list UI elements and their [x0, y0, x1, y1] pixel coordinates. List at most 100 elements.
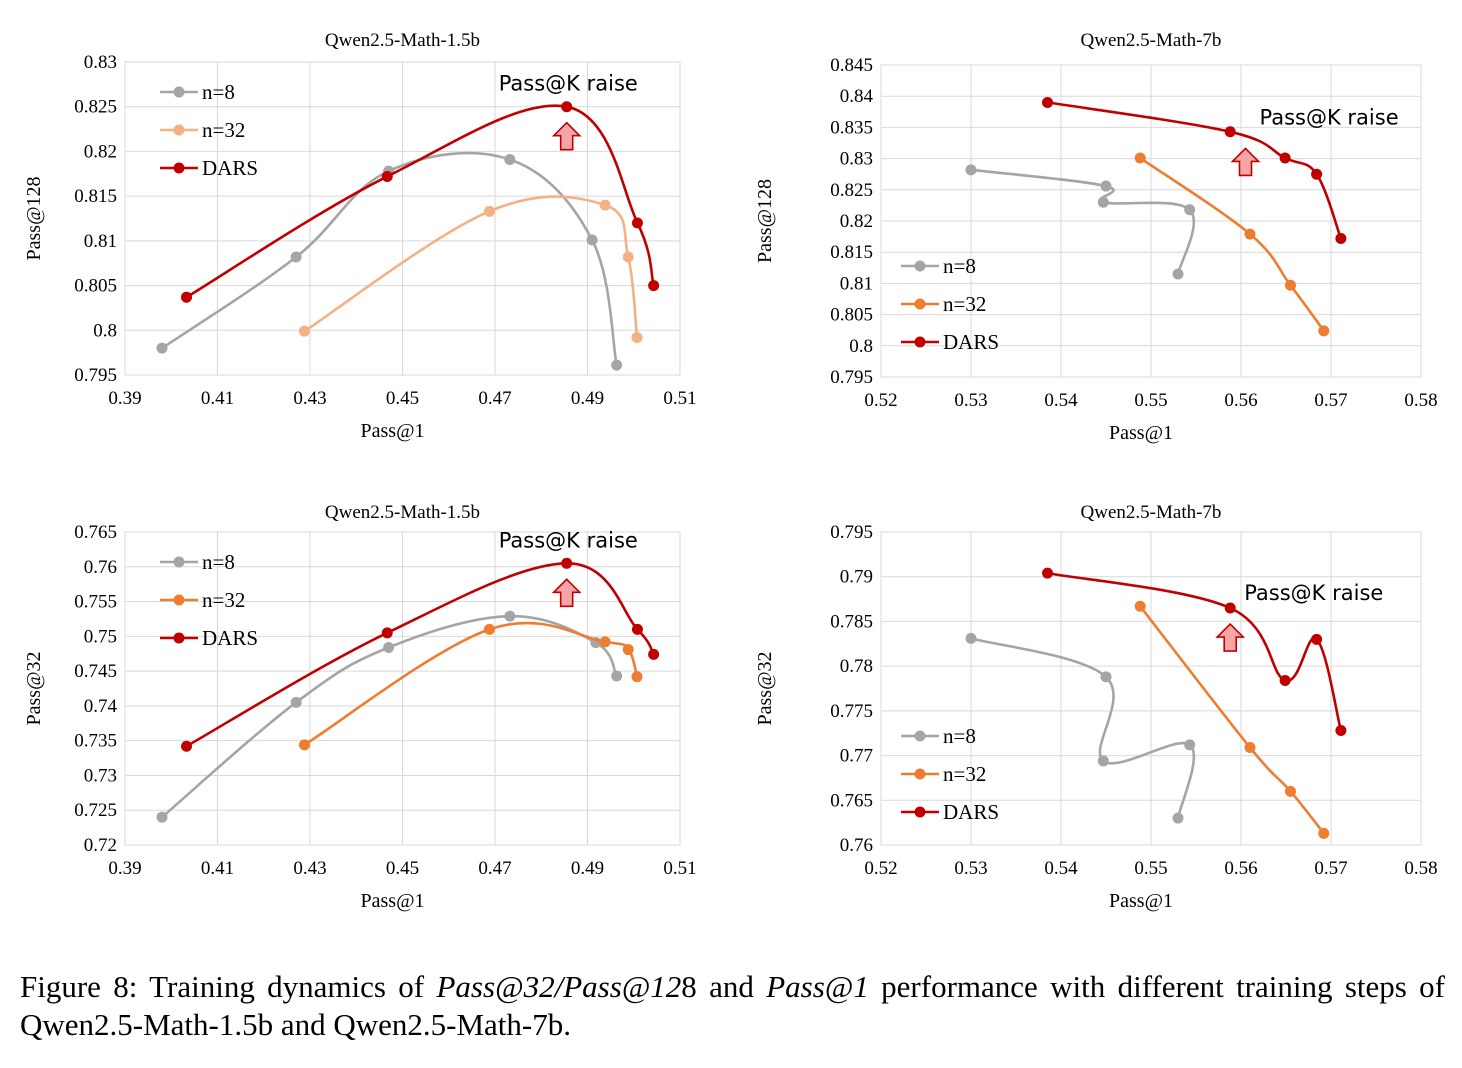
data-point-n-8 — [383, 641, 395, 653]
x-tick-label: 0.57 — [1314, 858, 1347, 879]
data-point-n-32 — [622, 251, 634, 263]
series-line-dars — [1046, 101, 1343, 240]
y-tick-label: 0.79 — [840, 567, 873, 588]
data-point-n-8 — [290, 251, 302, 263]
legend-marker-n-32 — [173, 124, 185, 136]
chart-panel-7b-pass32: Qwen2.5-Math-7b 0.76 0.765 0.77 0.775 0.78 0.7… — [731, 492, 1462, 932]
y-tick-label: 0.805 — [74, 276, 117, 297]
y-tick-label: 0.81 — [840, 273, 873, 294]
y-tick-label: 0.76 — [84, 557, 117, 578]
y-axis-label: Pass@32 — [754, 652, 776, 726]
y-tick-label: 0.8 — [93, 320, 117, 341]
legend-label-dars: DARS — [943, 330, 999, 354]
data-point-dars — [648, 648, 660, 660]
x-tick-label: 0.55 — [1134, 858, 1167, 879]
up-arrow-icon — [1215, 622, 1246, 652]
data-point-dars — [631, 623, 643, 635]
data-point-dars — [381, 627, 393, 639]
y-tick-label: 0.795 — [830, 367, 873, 388]
data-point-n-32 — [1134, 152, 1146, 164]
figure-caption: Figure 8: Training dynamics of Pass@32/P… — [20, 968, 1445, 1044]
data-point-n-8 — [1184, 204, 1196, 216]
y-tick-label: 0.74 — [84, 696, 118, 717]
x-tick-label: 0.47 — [478, 858, 511, 879]
legend-marker-n-32 — [914, 768, 926, 780]
data-point-dars — [1279, 674, 1291, 686]
data-point-n-8 — [965, 632, 977, 644]
x-tick-label: 0.56 — [1224, 858, 1257, 879]
x-tick-label: 0.52 — [864, 390, 897, 411]
data-point-n-8 — [611, 670, 623, 682]
x-tick-label: 0.41 — [201, 858, 234, 879]
y-tick-label: 0.73 — [84, 765, 117, 786]
data-point-n-8 — [1100, 180, 1112, 192]
data-point-dars — [1335, 725, 1347, 737]
up-arrow-icon — [551, 121, 582, 151]
y-tick-label: 0.825 — [830, 180, 873, 201]
legend-marker-dars — [173, 632, 185, 644]
legend-marker-dars — [914, 806, 926, 818]
annotation-pass-k-raise: Pass@K raise — [1260, 105, 1399, 129]
data-point-dars — [1042, 567, 1053, 579]
y-tick-label: 0.835 — [830, 117, 873, 138]
data-point-n-32 — [298, 325, 310, 337]
y-tick-label: 0.75 — [84, 626, 117, 647]
data-point-n-8 — [1100, 671, 1112, 683]
y-tick-label: 0.76 — [840, 835, 873, 856]
data-point-dars — [181, 740, 193, 752]
x-tick-label: 0.54 — [1044, 858, 1078, 879]
y-tick-label: 0.735 — [74, 731, 117, 752]
annotation-pass-k-raise: Pass@K raise — [1244, 581, 1383, 605]
y-tick-label: 0.765 — [830, 790, 873, 811]
data-point-n-8 — [611, 359, 623, 371]
x-tick-label: 0.39 — [108, 858, 141, 879]
x-tick-label: 0.56 — [1224, 390, 1257, 411]
data-point-n-32 — [631, 331, 643, 343]
data-point-dars — [1224, 126, 1236, 138]
data-point-n-32 — [1285, 785, 1296, 797]
y-tick-label: 0.725 — [74, 800, 117, 821]
data-point-n-8 — [504, 153, 516, 165]
legend-marker-n-32 — [173, 594, 185, 606]
legend-label-n-32: n=32 — [943, 292, 986, 316]
data-point-n-32 — [483, 623, 495, 635]
legend-label-dars: DARS — [202, 626, 258, 650]
chart-title: Qwen2.5-Math-7b — [1081, 30, 1222, 51]
x-tick-label: 0.43 — [293, 858, 326, 879]
legend-label-n-8: n=8 — [943, 254, 976, 278]
caption-metric-b: Pass@12 — [563, 969, 682, 1004]
x-tick-label: 0.53 — [954, 858, 987, 879]
chart-panel-1p5b-pass128: Qwen2.5-Math-1.5b 0.795 0.8 0.805 0.81 0.815 0… — [0, 20, 731, 460]
data-point-n-8 — [1097, 755, 1109, 767]
y-tick-label: 0.755 — [74, 592, 117, 613]
legend-label-n-32: n=32 — [202, 118, 245, 142]
y-tick-label: 0.815 — [830, 242, 873, 263]
data-point-dars — [1224, 602, 1236, 614]
chart-title: Qwen2.5-Math-1.5b — [325, 502, 480, 523]
data-point-dars — [1311, 168, 1323, 180]
data-point-n-8 — [1172, 268, 1184, 280]
x-tick-label: 0.47 — [478, 388, 511, 409]
x-tick-label: 0.45 — [386, 388, 419, 409]
legend-label-n-8: n=8 — [943, 724, 976, 748]
data-point-dars — [181, 291, 193, 303]
y-axis-label: Pass@128 — [23, 177, 45, 261]
x-tick-label: 0.58 — [1404, 858, 1437, 879]
y-tick-label: 0.78 — [840, 656, 873, 677]
y-tick-label: 0.795 — [74, 365, 117, 386]
series-line-dars — [185, 104, 655, 299]
y-tick-label: 0.82 — [84, 141, 117, 162]
y-tick-label: 0.83 — [840, 149, 873, 170]
caption-slash: / — [554, 969, 564, 1004]
y-axis-label: Pass@128 — [754, 179, 776, 263]
series-line-n-8 — [969, 168, 1196, 276]
x-tick-label: 0.49 — [571, 388, 604, 409]
legend-label-n-32: n=32 — [202, 588, 245, 612]
x-tick-label: 0.57 — [1314, 390, 1347, 411]
up-arrow-icon — [1230, 147, 1261, 177]
y-tick-label: 0.8 — [849, 336, 873, 357]
y-tick-label: 0.765 — [74, 522, 117, 543]
chart-title: Qwen2.5-Math-7b — [1081, 502, 1222, 523]
legend-marker-n-32 — [914, 298, 926, 310]
x-tick-label: 0.55 — [1134, 390, 1167, 411]
